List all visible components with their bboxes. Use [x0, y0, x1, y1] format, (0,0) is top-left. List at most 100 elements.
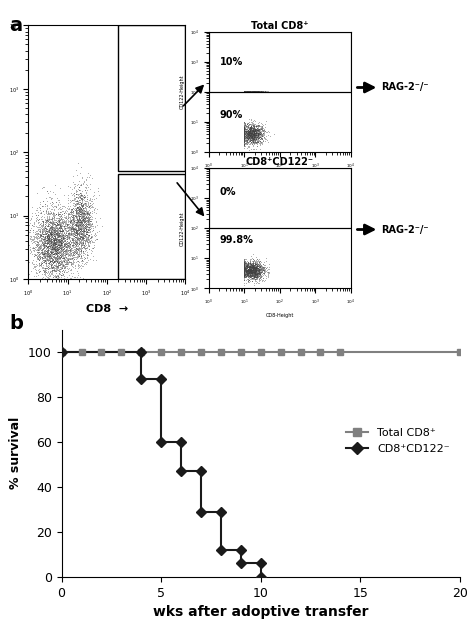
- Point: [52, 252, 59, 262]
- Point: [50, 240, 58, 250]
- Point: [249, 271, 256, 281]
- Point: [57, 243, 64, 254]
- Point: [42, 240, 50, 250]
- Point: [251, 136, 258, 146]
- Point: [55, 229, 62, 239]
- Point: [48, 232, 55, 242]
- Point: [255, 264, 263, 275]
- Point: [84, 198, 91, 208]
- Point: [265, 264, 273, 274]
- Point: [74, 204, 82, 214]
- Point: [59, 247, 67, 257]
- Point: [83, 257, 91, 268]
- Point: [39, 249, 46, 259]
- Point: [251, 269, 258, 280]
- Point: [38, 231, 46, 241]
- Point: [53, 268, 60, 278]
- Point: [66, 257, 73, 268]
- Point: [248, 268, 255, 278]
- Point: [244, 131, 252, 141]
- Point: [257, 133, 264, 143]
- Point: [49, 261, 57, 271]
- Point: [82, 214, 89, 224]
- Point: [47, 221, 55, 231]
- Point: [44, 232, 51, 242]
- Point: [257, 263, 264, 273]
- Point: [44, 249, 51, 259]
- Point: [56, 225, 64, 235]
- Point: [50, 242, 57, 252]
- Point: [26, 224, 34, 235]
- Point: [243, 266, 250, 276]
- Point: [61, 242, 69, 252]
- Point: [246, 264, 254, 274]
- Point: [38, 227, 46, 237]
- Point: [30, 259, 38, 269]
- Point: [250, 121, 257, 131]
- Point: [42, 240, 50, 250]
- Point: [73, 228, 81, 238]
- Point: [77, 247, 85, 257]
- Point: [58, 240, 65, 250]
- Point: [250, 268, 258, 278]
- Point: [83, 235, 91, 245]
- Point: [248, 120, 256, 130]
- Point: [80, 235, 88, 245]
- Point: [78, 211, 86, 221]
- Point: [254, 121, 261, 131]
- Point: [55, 216, 63, 226]
- Point: [72, 245, 79, 256]
- Point: [250, 130, 257, 140]
- Point: [69, 171, 76, 181]
- Point: [76, 224, 83, 234]
- Point: [62, 232, 70, 242]
- Point: [246, 267, 254, 277]
- Point: [92, 230, 100, 240]
- Point: [54, 215, 62, 225]
- Point: [246, 129, 254, 139]
- Point: [245, 264, 253, 274]
- Point: [250, 127, 257, 138]
- Point: [246, 259, 254, 269]
- Point: [249, 264, 257, 274]
- Point: [35, 233, 42, 243]
- Point: [244, 268, 252, 278]
- Point: [240, 261, 248, 271]
- Point: [61, 233, 68, 243]
- Point: [57, 267, 64, 277]
- Point: [35, 231, 42, 241]
- Point: [243, 260, 250, 270]
- Point: [47, 247, 55, 257]
- Point: [61, 220, 68, 230]
- Point: [46, 251, 54, 261]
- Point: [52, 246, 60, 256]
- Point: [79, 257, 86, 268]
- Point: [245, 129, 252, 139]
- Point: [251, 129, 258, 139]
- Point: [50, 256, 57, 266]
- Point: [247, 129, 255, 139]
- Point: [73, 186, 81, 196]
- Point: [53, 197, 60, 207]
- Point: [258, 129, 265, 139]
- Point: [54, 230, 61, 240]
- Point: [244, 131, 251, 141]
- Point: [68, 254, 76, 264]
- Point: [84, 238, 92, 249]
- Point: [69, 210, 77, 220]
- Point: [85, 208, 92, 218]
- Point: [38, 262, 46, 273]
- Point: [54, 254, 61, 264]
- Point: [64, 217, 72, 227]
- Point: [45, 262, 52, 273]
- Point: [28, 209, 36, 219]
- Point: [52, 236, 60, 247]
- Point: [71, 219, 79, 230]
- Point: [246, 123, 253, 133]
- Point: [240, 269, 248, 279]
- Point: [249, 265, 257, 275]
- Point: [78, 215, 86, 225]
- Point: [247, 121, 255, 131]
- Point: [249, 123, 256, 133]
- Point: [78, 212, 85, 222]
